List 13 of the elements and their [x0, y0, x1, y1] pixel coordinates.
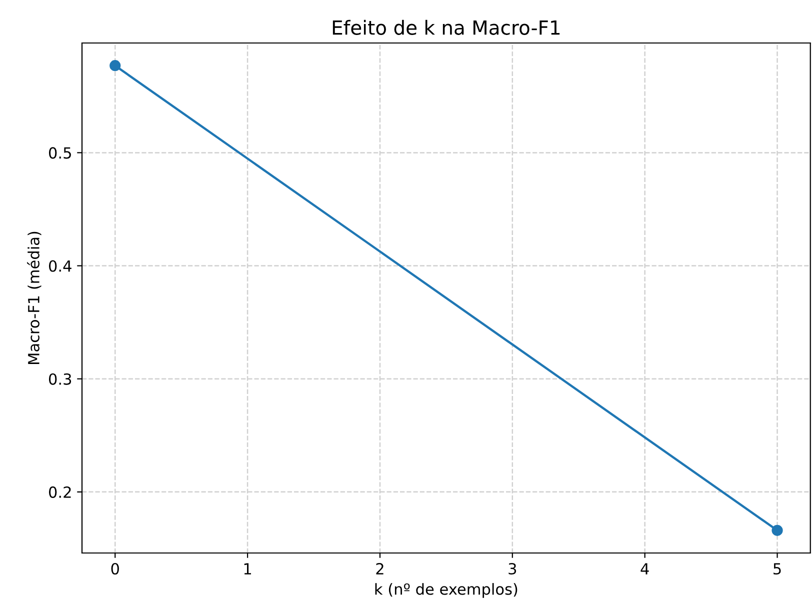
x-tick-label: 5 — [774, 563, 781, 575]
x-axis-title: k (nº de exemplos) — [375, 583, 518, 598]
x-tick-label: 0 — [111, 562, 119, 575]
y-tick-label: 0.2 — [48, 486, 71, 498]
x-tick-label: 4 — [640, 563, 649, 574]
y-tick-label: 0.3 — [48, 373, 72, 385]
y-axis-title: Macro-F1 (média) — [27, 232, 42, 364]
chart-title: Efeito de k na Macro-F1 — [332, 20, 560, 35]
y-tick-label: 0.4 — [48, 260, 72, 272]
y-tick-label: 0.5 — [48, 147, 71, 159]
x-tick-label: 1 — [244, 563, 251, 574]
x-tick-label: 3 — [508, 562, 516, 575]
x-tick-label: 2 — [376, 562, 384, 574]
